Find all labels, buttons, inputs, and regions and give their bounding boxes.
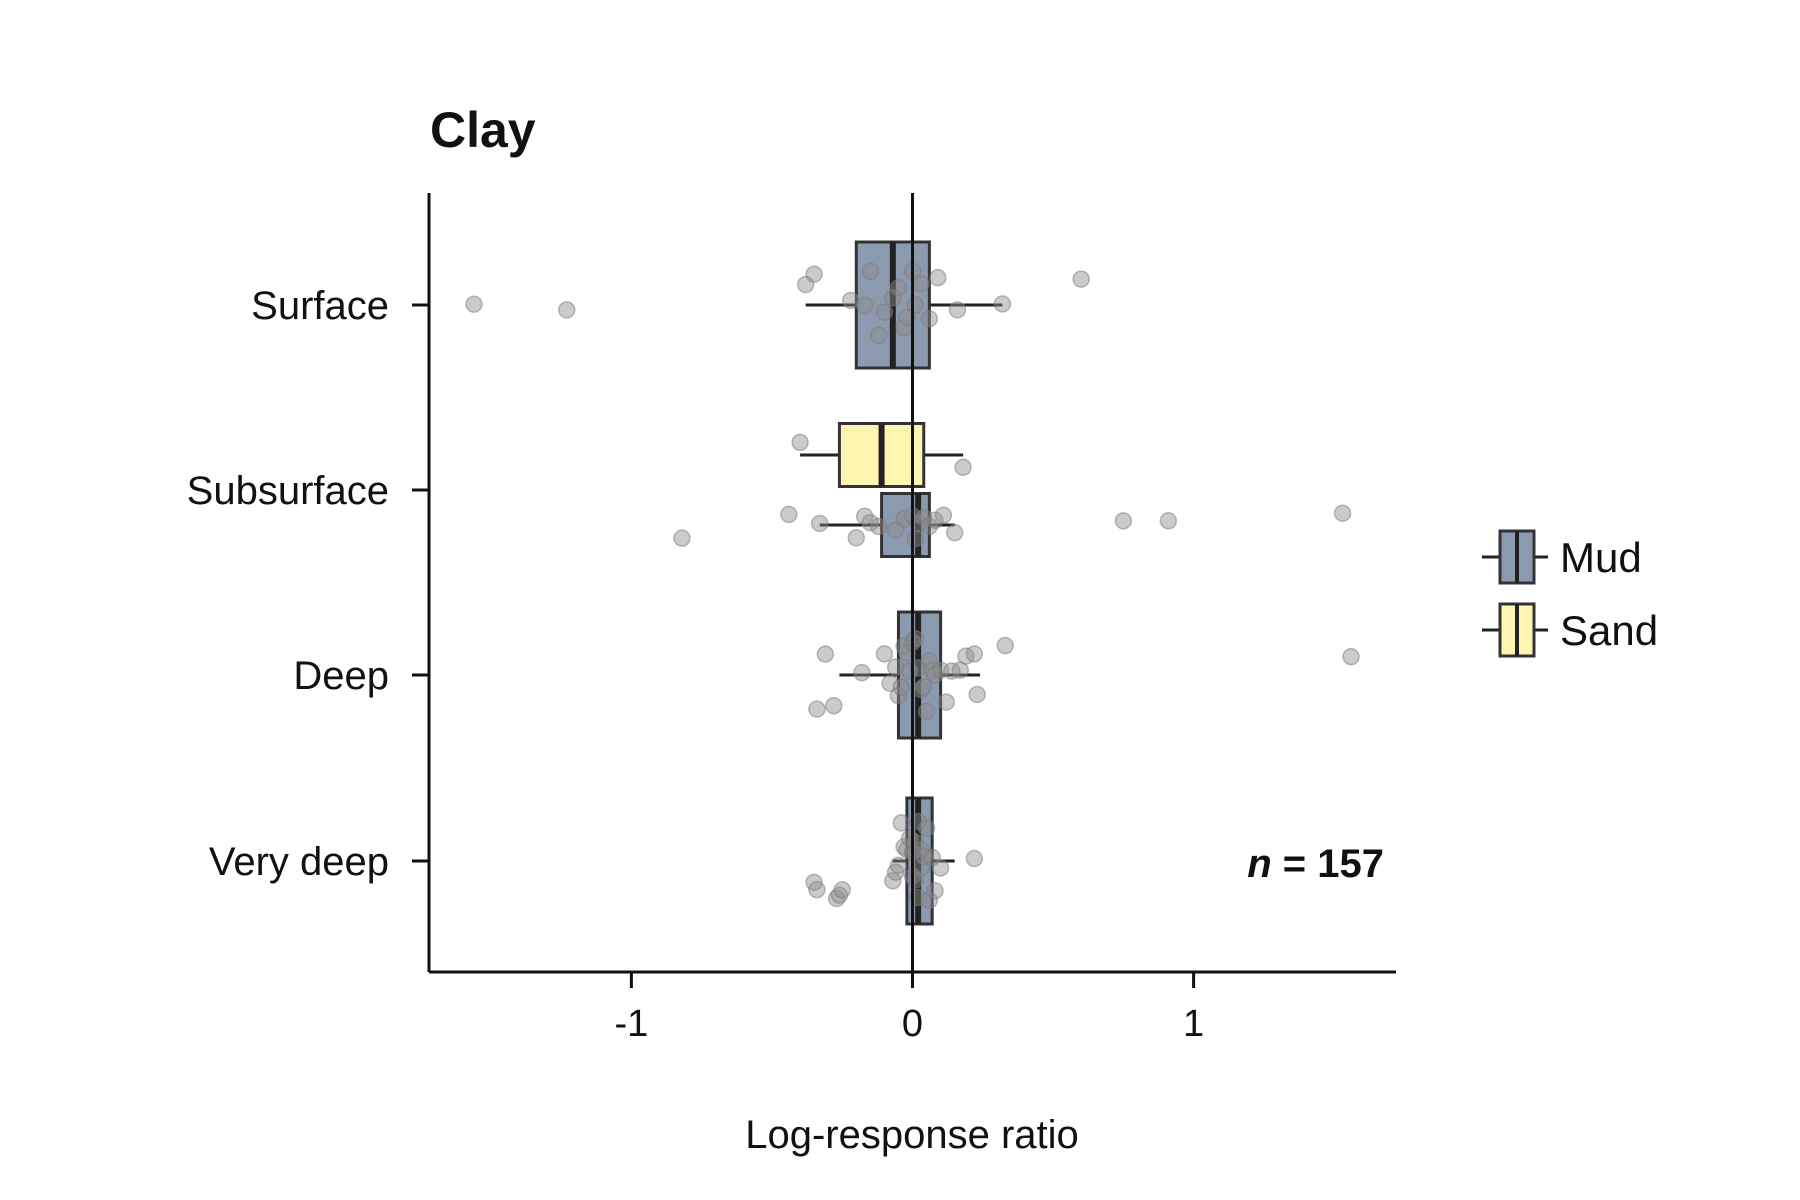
data-point (926, 882, 944, 900)
data-point (853, 663, 871, 682)
data-point (825, 696, 843, 715)
data-point (917, 819, 936, 837)
legend-label: Mud (1560, 534, 1642, 581)
data-point (954, 458, 972, 477)
data-point (898, 644, 916, 662)
data-point (929, 268, 947, 287)
data-point (892, 678, 911, 696)
data-point (847, 529, 866, 547)
data-point (965, 645, 984, 663)
data-point (833, 881, 851, 899)
data-point (948, 301, 967, 319)
box-surface-mud (805, 240, 1003, 370)
data-point (808, 880, 826, 899)
x-tick-label: 1 (1183, 1003, 1204, 1045)
legend-item-mud: Mud (1482, 529, 1642, 585)
data-point (926, 511, 944, 530)
y-tick-label: Subsurface (187, 469, 389, 513)
data-point (968, 685, 986, 704)
data-point (906, 296, 925, 314)
data-point (870, 326, 888, 345)
data-point (861, 262, 880, 281)
data-point (810, 514, 829, 533)
legend-item-sand: Sand (1482, 602, 1658, 658)
data-point (993, 295, 1012, 313)
data-point (920, 310, 939, 328)
sample-size-value: = 157 (1272, 842, 1384, 886)
data-point (808, 700, 826, 718)
data-point (937, 693, 955, 711)
data-point (557, 301, 576, 319)
data-point (889, 279, 908, 297)
data-point (861, 513, 880, 532)
legend-label: Sand (1560, 607, 1658, 654)
box-subsurface-sand (800, 422, 964, 488)
data-point (780, 505, 798, 524)
data-point (1342, 647, 1360, 666)
data-point (934, 506, 953, 525)
data-point (914, 678, 933, 696)
data-point (889, 856, 908, 875)
data-point (465, 295, 483, 313)
x-axis-label: Log-response ratio (745, 1113, 1079, 1157)
data-point (1072, 270, 1090, 288)
data-point (965, 849, 984, 868)
data-point (906, 630, 925, 648)
data-point (996, 636, 1015, 655)
data-point (898, 308, 916, 327)
y-tick-label: Deep (293, 654, 389, 698)
data-point (886, 658, 905, 676)
x-tick-label: -1 (614, 1003, 648, 1045)
data-point (855, 296, 874, 315)
data-point (945, 523, 964, 542)
data-point (917, 702, 936, 721)
y-tick-label: Surface (251, 284, 389, 328)
y-tick-label: Very deep (209, 840, 389, 884)
data-point (884, 289, 902, 307)
data-point (892, 814, 911, 832)
data-point (791, 433, 809, 452)
legend: Mud Sand (1482, 529, 1658, 658)
data-point (673, 529, 691, 547)
chart-title: Clay (430, 102, 536, 158)
data-point (881, 674, 899, 692)
data-point (816, 645, 835, 663)
data-point (1333, 504, 1352, 522)
sample-size-symbol: n (1247, 842, 1271, 886)
data-point (920, 891, 939, 909)
data-point (1114, 512, 1133, 530)
data-point (1159, 512, 1178, 530)
data-point (931, 859, 950, 877)
x-tick-label: 0 (902, 1003, 923, 1045)
sample-size-annotation: n = 157 (1247, 842, 1384, 886)
data-point (912, 275, 930, 293)
data-point (870, 517, 888, 536)
data-point (796, 275, 815, 294)
data-point (875, 303, 894, 321)
data-point (906, 529, 925, 548)
data-point (875, 645, 894, 663)
